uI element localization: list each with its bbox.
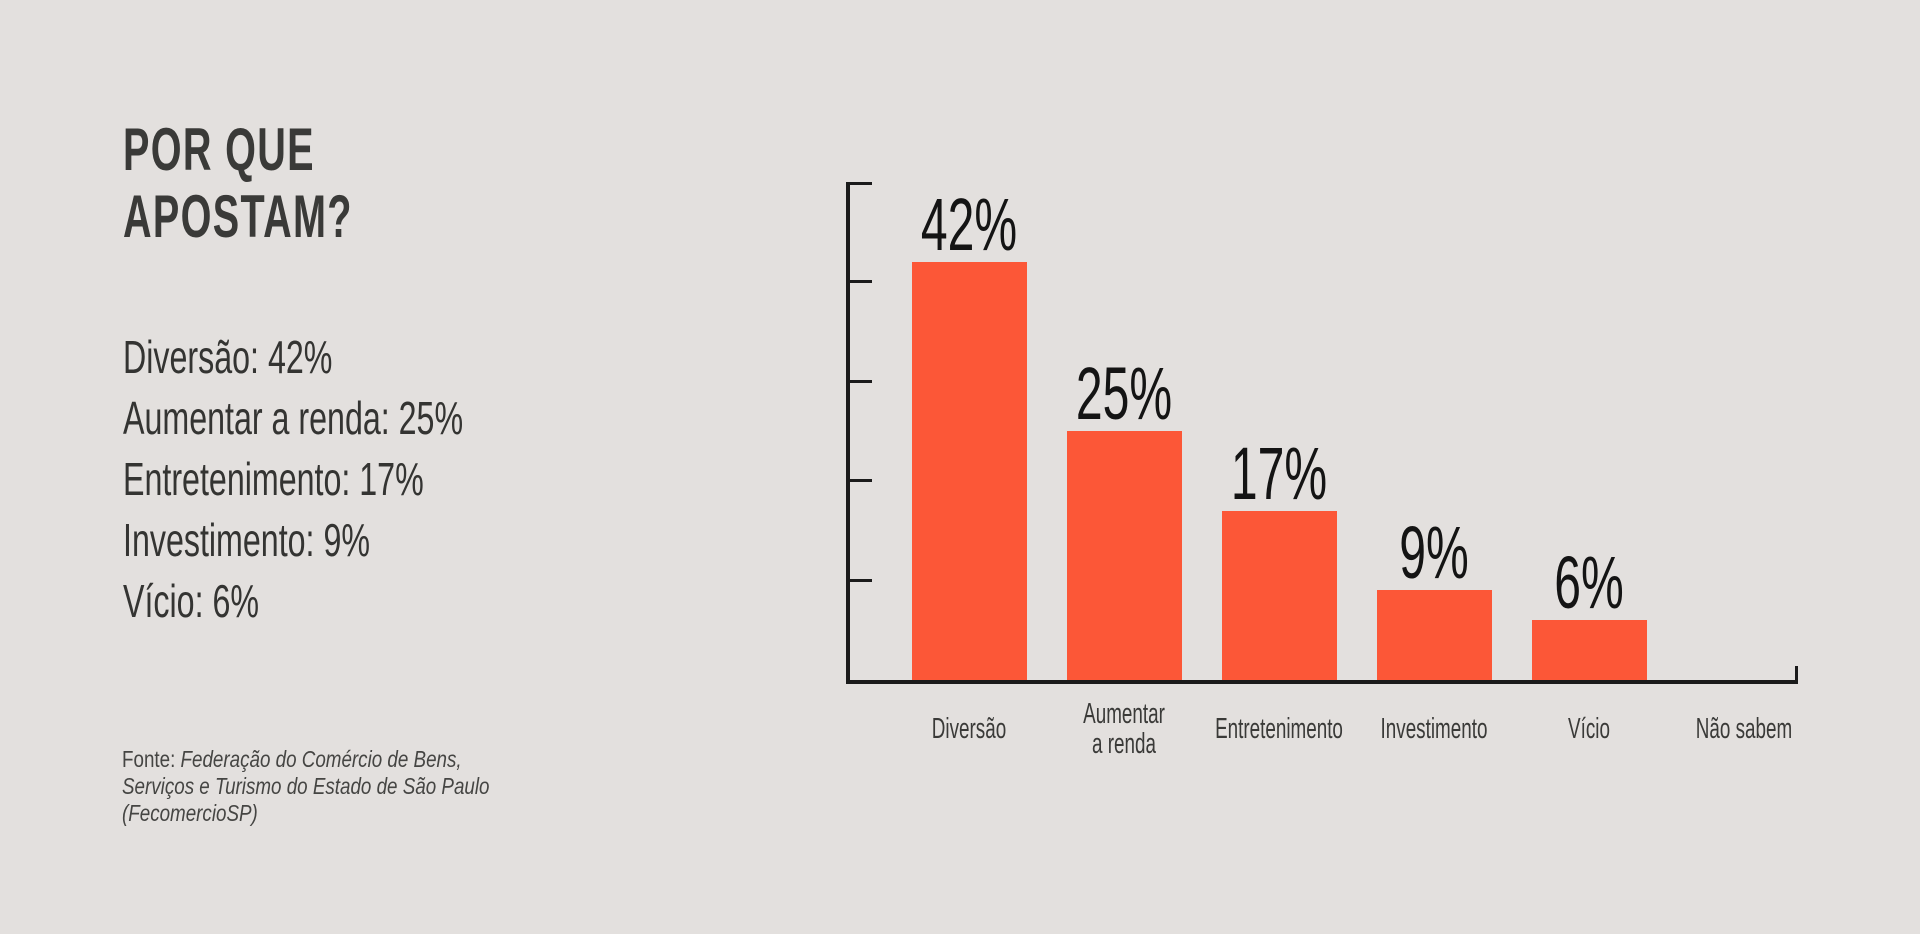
summary-item-diversao: Diversão: 42%: [123, 331, 333, 383]
bar-value-label: 6%: [1554, 541, 1625, 625]
category-label: Entretenimento: [1215, 713, 1344, 745]
source-line3: (FecomercioSP): [122, 800, 258, 826]
source-prefix: Fonte:: [122, 746, 176, 772]
bar-chart: 42% Diversão 25% Aumentar a renda 17% Entrete…: [846, 182, 1798, 759]
source-line1-text: Federação do Comércio de Bens,: [180, 746, 462, 772]
bar-value-label: 9%: [1399, 511, 1470, 595]
bar-value-label: 42%: [921, 182, 1018, 266]
bar-value-label: 17%: [1231, 431, 1328, 515]
x-axis-line: [846, 680, 1798, 684]
category-label: Diversão: [932, 713, 1007, 745]
source-note: Fonte: Federação do Comércio de Bens, Se…: [122, 746, 490, 827]
source-line2: Serviços e Turismo do Estado de São Paul…: [122, 773, 490, 799]
category-label: Vício: [1568, 713, 1611, 745]
y-axis-tick: [846, 578, 872, 582]
category-label: Aumentar a renda: [1083, 698, 1166, 760]
category-label: Investimento: [1380, 713, 1488, 745]
y-axis-tick: [846, 479, 872, 483]
category-label: Não sabem: [1696, 713, 1793, 745]
summary-item-vicio: Vício: 6%: [123, 575, 260, 627]
y-axis-tick: [846, 379, 872, 383]
summary-item-entretenimento: Entretenimento: 17%: [123, 453, 424, 505]
y-axis-tick: [846, 280, 872, 284]
page-title-line2: APOSTAM?: [123, 183, 353, 250]
bar: [1532, 620, 1647, 680]
page-title-line1: POR QUE: [123, 116, 315, 183]
y-axis-line: [846, 182, 850, 683]
summary-item-investimento: Investimento: 9%: [123, 514, 370, 566]
summary-item-aumentar-renda: Aumentar a renda: 25%: [123, 392, 464, 444]
source-line1: Fonte: Federação do Comércio de Bens,: [122, 746, 490, 773]
bar: [912, 261, 1027, 680]
summary-list: Diversão: 42% Aumentar a renda: 25% Entr…: [123, 327, 463, 632]
x-axis-end-tick: [1794, 666, 1798, 681]
page-title: POR QUE APOSTAM?: [123, 116, 353, 250]
bar: [1067, 431, 1182, 680]
y-axis-tick: [846, 182, 872, 185]
bar-value-label: 25%: [1076, 352, 1173, 435]
bar: [1222, 510, 1337, 680]
bar: [1377, 590, 1492, 680]
